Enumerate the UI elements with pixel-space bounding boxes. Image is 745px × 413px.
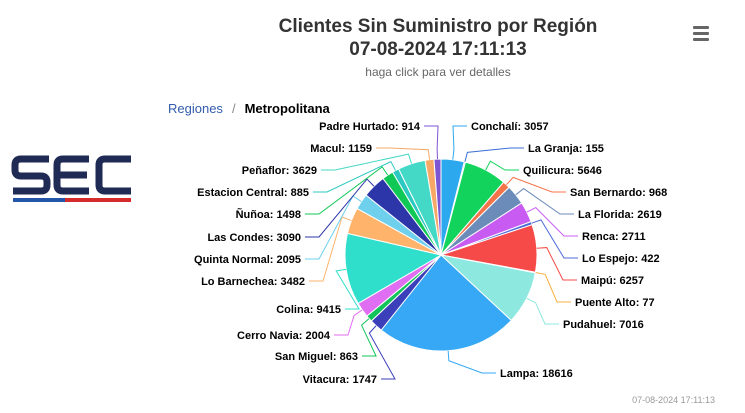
pie-connector-macul [376, 147, 431, 160]
pie-label-nunoa[interactable]: Ñuñoa: 1498 [236, 208, 301, 221]
pie-slice-colina[interactable] [344, 232, 443, 305]
pie-connector-vitacura [368, 325, 396, 380]
pie-label-las-condes[interactable]: Las Condes: 3090 [207, 232, 301, 244]
hamburger-menu-icon-bar [693, 38, 709, 41]
chart-title: Clientes Sin Suministro por Región [278, 16, 598, 37]
pie-connector-penaflor [321, 153, 413, 171]
pie-connector-lampa [447, 350, 496, 374]
pie-label-la-granja[interactable]: La Granja: 155 [528, 143, 604, 155]
hamburger-menu-icon-bar [693, 32, 709, 35]
pie-connector-lo-espejo [531, 219, 578, 259]
pie-connector-cerro-navia [334, 309, 363, 336]
pie-connector-maipu [536, 247, 577, 281]
pie-label-puente-alto[interactable]: Puente Alto: 77 [575, 297, 655, 309]
pie-label-cerro-navia[interactable]: Cerro Navia: 2004 [237, 330, 331, 342]
chart-menu-button[interactable] [690, 24, 712, 42]
sec-logo [11, 155, 131, 202]
pie-label-lampa[interactable]: Lampa: 18616 [500, 368, 573, 380]
pie-label-maipu[interactable]: Maipú: 6257 [581, 275, 644, 287]
pie-label-san-bernardo[interactable]: San Bernardo: 968 [570, 187, 667, 199]
pie-connector-padre-hurtado [424, 125, 439, 160]
pie-connector-conchali [452, 125, 467, 160]
pie-connector-quilicura [485, 160, 519, 171]
pie-connector-la-granja [464, 147, 524, 163]
pie-label-vitacura[interactable]: Vitacura: 1747 [303, 374, 377, 386]
breadcrumb-current: Metropolitana [244, 101, 330, 116]
pie-label-penaflor[interactable]: Peñaflor: 3629 [242, 165, 317, 177]
pie-label-lo-barnechea[interactable]: Lo Barnechea: 3482 [201, 276, 305, 288]
pie-connector-renca [526, 206, 578, 237]
pie-label-macul[interactable]: Macul: 1159 [310, 143, 372, 155]
pie-label-conchali[interactable]: Conchalí: 3057 [471, 121, 549, 133]
hamburger-menu-icon [693, 26, 709, 29]
breadcrumb: Regiones / Metropolitana [168, 101, 330, 116]
pie-label-pudahuel[interactable]: Pudahuel: 7016 [563, 319, 644, 331]
breadcrumb-separator: / [231, 101, 236, 116]
footer-timestamp: 07-08-2024 17:11:13 [632, 395, 715, 405]
chart-title-datetime: 07-08-2024 17:11:13 [349, 39, 527, 60]
pie-label-quinta-normal[interactable]: Quinta Normal: 2095 [194, 254, 301, 266]
pie-label-la-florida[interactable]: La Florida: 2619 [578, 209, 662, 221]
pie-label-san-miguel[interactable]: San Miguel: 863 [275, 351, 358, 363]
breadcrumb-link-regiones[interactable]: Regiones [168, 101, 223, 116]
pie-connector-san-bernardo [506, 176, 566, 193]
pie-connector-lo-barnechea [309, 216, 352, 282]
pie-connector-nunoa [305, 166, 389, 215]
pie-label-estacion-central[interactable]: Estacion Central: 885 [197, 187, 309, 199]
pie-connector-san-miguel [360, 318, 377, 357]
pie-label-renca[interactable]: Renca: 2711 [582, 231, 646, 243]
pie-connector-la-florida [515, 187, 574, 215]
pie-connector-pudahuel [526, 297, 559, 325]
pie-connector-puente-alto [535, 272, 571, 303]
pie-label-lo-espejo[interactable]: Lo Espejo: 422 [582, 253, 660, 265]
pie-label-quilicura[interactable]: Quilicura: 5646 [523, 165, 602, 177]
chart-subtitle: haga click para ver detalles [365, 65, 511, 79]
pie-connector-quinta-normal [305, 195, 362, 260]
pie-slice-padre-hurtado[interactable] [433, 158, 442, 256]
pie-connector-las-condes [305, 178, 375, 238]
pie-label-padre-hurtado[interactable]: Padre Hurtado: 914 [319, 121, 421, 133]
pie-connector-estacion-central [313, 160, 397, 193]
pie-connector-colina [335, 268, 360, 310]
pie-label-colina[interactable]: Colina: 9415 [276, 304, 341, 316]
